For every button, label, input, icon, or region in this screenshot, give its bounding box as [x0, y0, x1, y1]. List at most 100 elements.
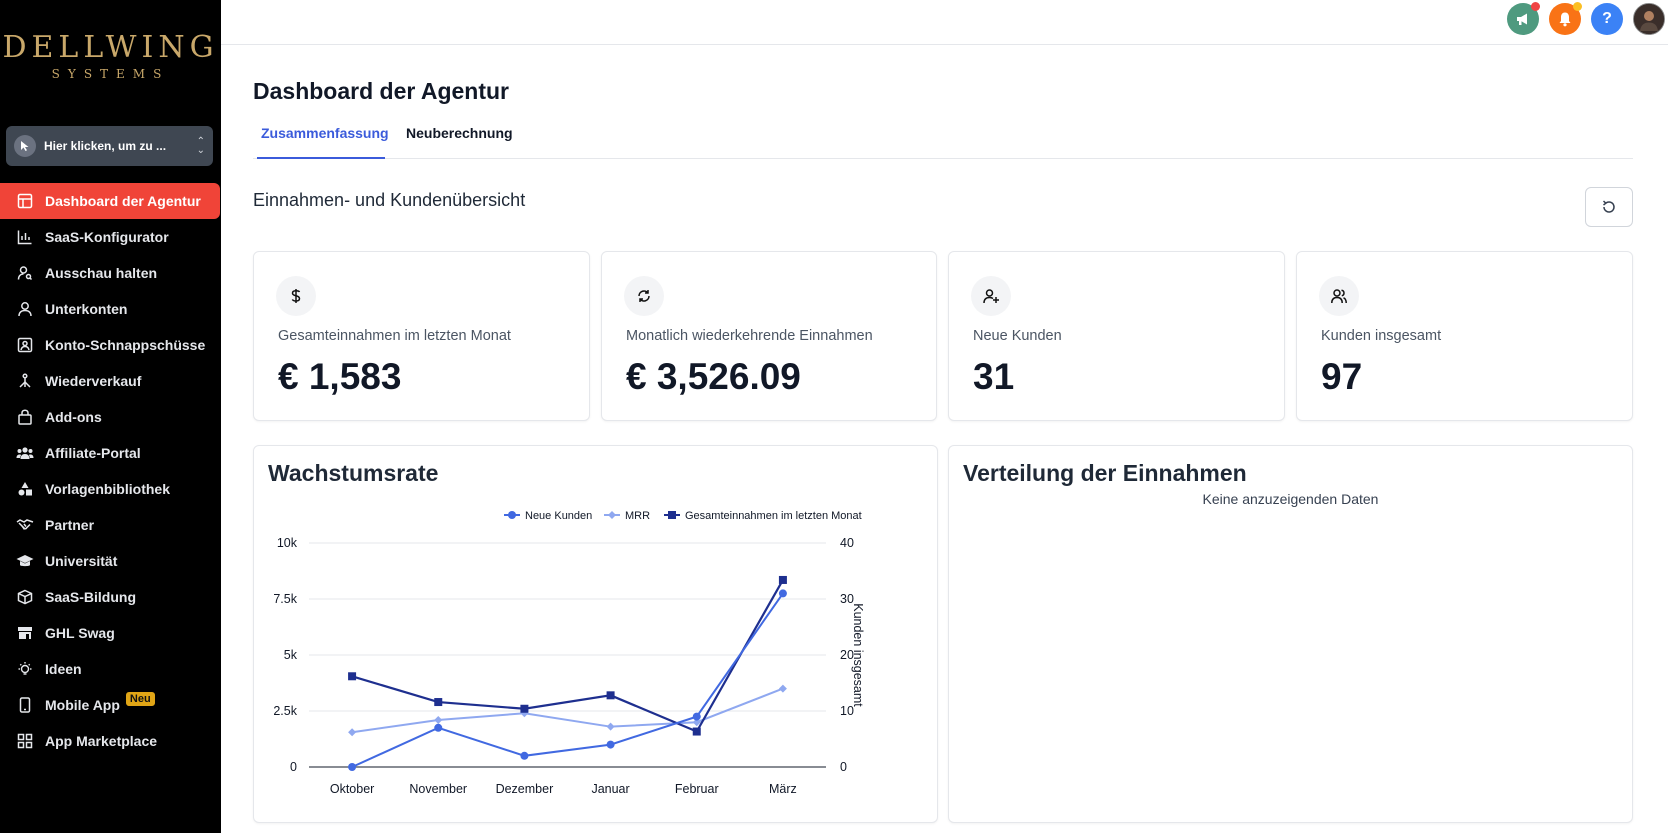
help-button[interactable]: ?	[1591, 3, 1623, 35]
bag-icon	[16, 408, 34, 426]
user-search-icon	[16, 264, 34, 282]
tab-bar: Zusammenfassung Neuberechnung	[253, 120, 1633, 159]
notification-dot	[1573, 2, 1582, 11]
data-point	[434, 715, 443, 724]
sidebar-item-subaccounts[interactable]: Unterkonten	[0, 291, 221, 327]
data-point	[778, 684, 787, 693]
data-point	[520, 704, 529, 713]
data-point	[520, 751, 529, 760]
y-right-tick-label: 40	[840, 536, 854, 550]
users-icon	[1319, 276, 1359, 316]
logo-sub: SYSTEMS	[51, 67, 170, 81]
users-group-icon	[16, 444, 34, 462]
data-point	[348, 672, 357, 681]
y-right-tick-label: 10	[840, 704, 854, 718]
sidebar-item-mobile-app[interactable]: Mobile App Neu	[0, 687, 221, 723]
sidebar-item-label: Konto-Schnappschüsse	[45, 337, 206, 353]
kpi-label: Monatlich wiederkehrende Einnahmen	[626, 328, 873, 344]
y-right-axis-label: Kunden insgesamt	[851, 603, 865, 707]
announcements-button[interactable]	[1507, 2, 1540, 35]
sidebar-item-dashboard[interactable]: Dashboard der Agentur	[0, 183, 220, 219]
new-badge: Neu	[125, 692, 155, 706]
lightbulb-icon	[16, 660, 34, 678]
sidebar-item-template-library[interactable]: Vorlagenbibliothek	[0, 471, 221, 507]
user-plus-icon	[971, 276, 1011, 316]
sidebar-item-label: GHL Swag	[45, 625, 115, 641]
store-icon	[16, 624, 34, 642]
series-line	[351, 687, 784, 734]
recurring-icon	[624, 276, 664, 316]
phone-icon	[16, 696, 34, 714]
data-point	[606, 691, 615, 700]
logo[interactable]: DELLWING SYSTEMS	[0, 30, 221, 81]
sidebar-item-resell[interactable]: Wiederverkauf	[0, 363, 221, 399]
data-point	[608, 511, 616, 519]
sidebar-item-app-marketplace[interactable]: App Marketplace	[0, 723, 221, 759]
snapshot-icon	[16, 336, 34, 354]
box-icon	[16, 588, 34, 606]
data-point	[778, 575, 787, 584]
sidebar-item-saas-education[interactable]: SaaS-Bildung	[0, 579, 221, 615]
sidebar-item-label: SaaS-Konfigurator	[45, 229, 169, 245]
kpi-card-total-customers: Kunden insgesamt 97	[1296, 251, 1633, 421]
logo-main: DELLWING	[2, 30, 219, 65]
sidebar-item-ideas[interactable]: Ideen	[0, 651, 221, 687]
sidebar-item-partner[interactable]: Partner	[0, 507, 221, 543]
sidebar-item-ghl-swag[interactable]: GHL Swag	[0, 615, 221, 651]
topbar: ?	[221, 0, 1668, 45]
data-point	[778, 589, 787, 598]
sidebar-item-saas-configurator[interactable]: SaaS-Konfigurator	[0, 219, 221, 255]
growth-panel: Wachstumsrate 0 2.5k 5k 7.5k 10k 0 10 20 30 40 Kun…	[253, 445, 938, 823]
dollar-icon	[276, 276, 316, 316]
legend-label: Neue Kunden	[525, 510, 592, 522]
graduation-cap-icon	[16, 552, 34, 570]
y-right-tick-label: 0	[840, 760, 847, 774]
resell-icon	[16, 372, 34, 390]
data-point	[606, 722, 615, 731]
growth-chart[interactable]: 0 2.5k 5k 7.5k 10k 0 10 20 30 40 Kunden insgesamt O…	[254, 446, 939, 824]
kpi-label: Gesamteinnahmen im letzten Monat	[278, 328, 511, 344]
chevron-updown-icon: ⌃ ⌄	[196, 136, 205, 156]
kpi-card-mrr: Monatlich wiederkehrende Einnahmen € 3,5…	[601, 251, 937, 421]
sidebar-item-label: Mobile App	[45, 697, 120, 713]
data-point	[606, 740, 615, 749]
sidebar-item-snapshots[interactable]: Konto-Schnappschüsse	[0, 327, 221, 363]
tab-recalculation[interactable]: Neuberechnung	[406, 125, 513, 141]
sidebar-item-label: Affiliate-Portal	[45, 445, 141, 461]
sidebar: DELLWING SYSTEMS Hier klicken, um zu ...…	[0, 0, 221, 833]
distribution-panel: Verteilung der Einnahmen Keine anzuzeige…	[948, 445, 1633, 823]
growth-title: Wachstumsrate	[268, 460, 439, 486]
tab-summary[interactable]: Zusammenfassung	[257, 125, 389, 159]
user-avatar-icon	[1634, 4, 1664, 34]
x-tick-label: Februar	[675, 782, 719, 796]
sidebar-item-label: Wiederverkauf	[45, 373, 142, 389]
kpi-value: € 1,583	[278, 356, 402, 397]
x-tick-label: Oktober	[330, 782, 374, 796]
sidebar-item-university[interactable]: Universität	[0, 543, 221, 579]
y-left-tick-label: 10k	[277, 536, 298, 550]
distribution-title: Verteilung der Einnahmen	[963, 460, 1247, 486]
series-line	[351, 579, 784, 733]
location-switcher[interactable]: Hier klicken, um zu ... ⌃ ⌄	[6, 126, 213, 166]
avatar[interactable]	[1633, 3, 1665, 35]
notifications-button[interactable]	[1549, 2, 1582, 35]
kpi-card-total-revenue: Gesamteinnahmen im letzten Monat € 1,583	[253, 251, 590, 421]
sidebar-item-label: Add-ons	[45, 409, 102, 425]
x-tick-label: Dezember	[496, 782, 554, 796]
sidebar-item-affiliate-portal[interactable]: Affiliate-Portal	[0, 435, 221, 471]
kpi-card-new-customers: Neue Kunden 31	[948, 251, 1285, 421]
sidebar-nav: Dashboard der Agentur SaaS-Konfigurator …	[0, 183, 221, 759]
refresh-button[interactable]	[1585, 187, 1633, 227]
sidebar-item-label: Vorlagenbibliothek	[45, 481, 170, 497]
sidebar-item-label: Partner	[45, 517, 95, 533]
page-title: Dashboard der Agentur	[253, 78, 510, 104]
x-tick-label: November	[409, 782, 467, 796]
sidebar-item-label: Dashboard der Agentur	[45, 193, 201, 209]
kpi-value: 31	[973, 356, 1015, 397]
sidebar-item-label: Universität	[45, 553, 118, 569]
sidebar-item-prospecting[interactable]: Ausschau halten	[0, 255, 221, 291]
help-icon: ?	[1602, 10, 1612, 27]
sidebar-item-addons[interactable]: Add-ons	[0, 399, 221, 435]
data-point	[348, 763, 357, 771]
notification-dot	[1531, 2, 1540, 11]
